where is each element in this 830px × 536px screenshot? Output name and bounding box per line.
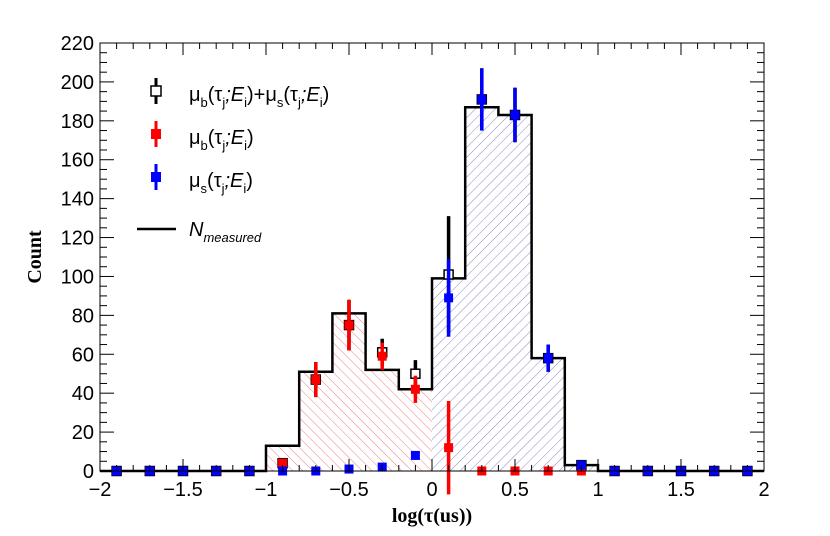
legend: μb(τj;Ei)+μs(τj;Ei) μb(τj;Ei) μs(τj;Ei) … [137,78,329,245]
y-tick-label: 100 [61,266,94,288]
x-tick-labels: −2 −1.5 −1 −0.5 0 0.5 1 1.5 2 [89,479,770,501]
y-tick-label: 0 [83,461,94,483]
legend-label-total: μb(τj;Ei)+μs(τj;Ei) [189,84,329,110]
y-tick-label: 220 [61,33,94,55]
x-tick-label: −1.5 [163,479,202,501]
background-marker [344,320,354,330]
background-marker [278,458,288,468]
y-tick-label: 80 [72,305,94,327]
x-tick-label: 1 [592,479,603,501]
legend-label-signal: μs(τj;Ei) [189,170,253,196]
background-marker [444,443,454,453]
signal-marker [410,450,420,460]
signal-fill-bin [465,107,499,471]
x-tick-label: −1 [255,479,278,501]
y-tick-labels: 0 20 40 60 80 100 120 140 160 180 200 220 [61,33,94,483]
y-tick-label: 20 [72,422,94,444]
x-tick-label: −0.5 [329,479,368,501]
signal-marker [444,293,454,303]
y-tick-label: 180 [61,111,94,133]
y-tick-label: 40 [72,383,94,405]
background-marker [311,375,321,385]
legend-marker-background [151,121,161,147]
y-tick-label: 60 [72,344,94,366]
y-axis-label: Count [24,230,46,284]
axis-ticks [99,42,765,472]
background-fill-bin [365,369,399,471]
y-tick-label: 160 [61,150,94,172]
signal-marker [510,110,520,120]
signal-marker [543,353,553,363]
y-tick-label: 120 [61,228,94,250]
legend-label-measured: Nmeasured [189,219,262,245]
y-tick-label: 140 [61,189,94,211]
x-tick-label: 2 [758,479,769,501]
background-marker [410,384,420,394]
y-tick-label: 200 [61,72,94,94]
legend-label-background: μb(τj;Ei) [189,127,254,153]
x-tick-label: 0.5 [501,479,529,501]
x-tick-label: −2 [89,479,112,501]
x-tick-label: 1.5 [667,479,695,501]
signal-fill-bin [531,358,565,471]
x-tick-label: 0 [426,479,437,501]
signal-marker [477,94,487,104]
legend-marker-signal [151,164,161,190]
background-marker [377,351,387,361]
x-axis-label: log(τ(us)) [392,505,472,527]
legend-marker-total [150,78,162,104]
signal-fill-bin [498,114,532,472]
